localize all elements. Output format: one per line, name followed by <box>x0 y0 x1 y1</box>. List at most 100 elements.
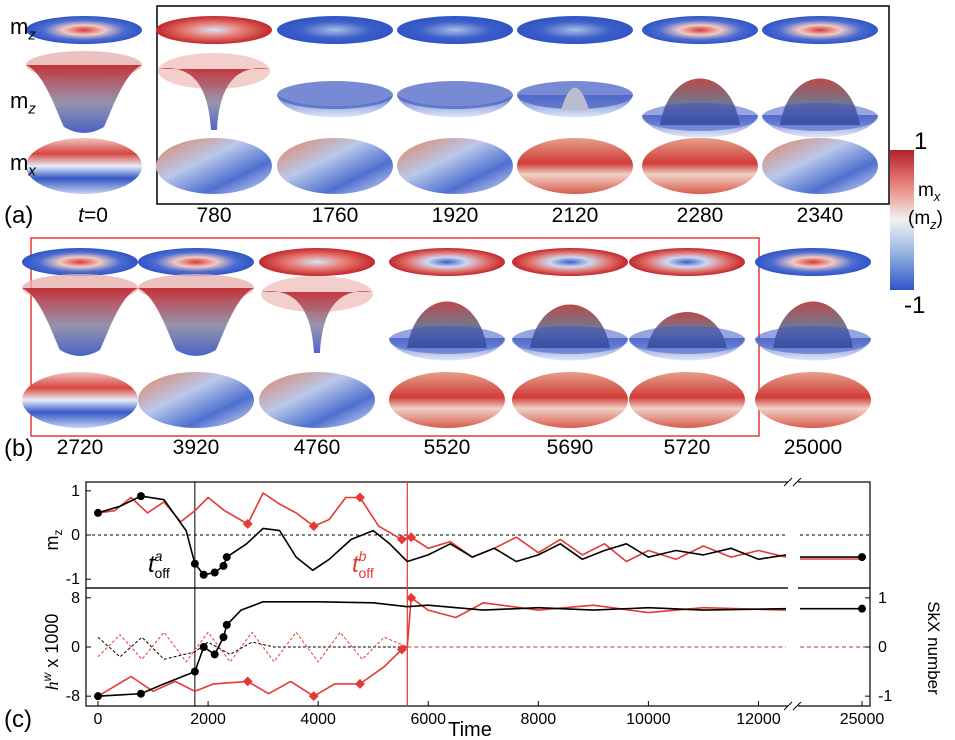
skx-red-marker <box>308 691 319 702</box>
skx-y-tick-label: 0 <box>878 639 887 656</box>
b-mz-disk-6 <box>755 248 871 276</box>
colorbar <box>890 150 914 290</box>
panel-a-label: (a) <box>4 202 34 229</box>
a-column-6 <box>762 16 878 194</box>
b-mz-disk-1 <box>138 248 254 276</box>
skx-black-series <box>97 601 787 697</box>
x-axis-label: Time <box>448 719 492 740</box>
b-mx-disk-2 <box>259 372 375 428</box>
a-column-1 <box>156 16 272 194</box>
b-time-label: 3920 <box>172 436 220 459</box>
a-time-label: 1760 <box>311 204 359 227</box>
a-column-5 <box>642 16 758 194</box>
a-mz-disk-4 <box>517 16 633 44</box>
a-mz-disk-6 <box>762 16 878 44</box>
skx-black-marker <box>858 604 866 613</box>
hw-y-tick-label: -8 <box>66 688 80 705</box>
panel-c-label: (c) <box>4 706 32 733</box>
mz-y-axis-label: mz <box>42 530 65 551</box>
b-surface-bowl-1 <box>138 288 254 356</box>
mz-black-marker <box>190 559 199 568</box>
a-column-2 <box>277 16 393 194</box>
x-tick-label: 25000 <box>840 711 885 728</box>
hw-black-dashed-series <box>97 636 408 660</box>
x-tick-label: 4000 <box>300 711 336 728</box>
mz-red-series <box>97 492 787 563</box>
a-surface-rim-6 <box>762 103 878 131</box>
skx-y-tick-label: -1 <box>878 688 892 705</box>
b-mz-disk-2 <box>259 248 375 276</box>
mz-black-marker <box>199 570 208 579</box>
a-time-label: 2280 <box>676 204 724 227</box>
a-mz-disk-3 <box>397 16 513 44</box>
colorbar-var1: mx <box>918 180 941 204</box>
x-tick-label: 2000 <box>190 711 226 728</box>
b-mx-disk-1 <box>138 372 254 428</box>
skx-black-marker <box>210 650 219 659</box>
b-mx-disk-0 <box>22 372 138 428</box>
b-mz-disk-4 <box>512 248 628 276</box>
mz-y-tick-label: 0 <box>71 527 80 544</box>
b-surface-bowl-0 <box>22 288 138 356</box>
mz-black-marker <box>858 553 866 562</box>
x-tick-label: 0 <box>94 711 103 728</box>
b-time-label: 25000 <box>783 436 843 459</box>
axis-break-mark <box>783 701 793 711</box>
a-time-label: 2120 <box>551 204 599 227</box>
skx-y-axis-label: SkX number <box>924 601 943 695</box>
row-label-top: mz <box>10 14 36 44</box>
b-surface-rim-6 <box>755 326 871 354</box>
row-label-mid: mz <box>10 88 36 118</box>
b-surface-rim-5 <box>629 326 745 354</box>
b-column-6 <box>755 248 871 428</box>
skx-red-marker <box>355 678 365 689</box>
b-surface-cone-2 <box>261 291 373 353</box>
panel-a-frame <box>156 5 890 205</box>
row-label-bot: mx <box>10 150 36 180</box>
x-tick-label: 6000 <box>410 711 446 728</box>
a-column-0 <box>26 16 142 194</box>
axis-break-gap <box>788 478 798 710</box>
b-mx-disk-6 <box>755 372 871 428</box>
mz-black-marker <box>94 508 102 517</box>
hw-y-axis-label: hw x 1000 <box>40 614 62 691</box>
axis-break-mark <box>792 701 802 711</box>
a-surface-cone-1 <box>158 68 270 130</box>
b-surface-rim-4 <box>512 326 628 354</box>
x-tick-label: 10000 <box>626 711 671 728</box>
b-time-label: 5690 <box>546 436 594 459</box>
hw-red-dashed-series <box>97 631 408 663</box>
a-mx-disk-2 <box>277 138 393 194</box>
a-time-label: 2340 <box>796 204 844 227</box>
skx-black-marker <box>190 667 199 676</box>
b-mx-disk-3 <box>389 372 505 428</box>
b-mx-disk-5 <box>629 372 745 428</box>
a-time-label: 780 <box>196 204 232 227</box>
mz-red-marker <box>242 519 253 529</box>
b-time-label: 5720 <box>663 436 711 459</box>
a-surface-rim-3 <box>397 81 513 109</box>
a-mx-disk-1 <box>156 138 272 194</box>
b-column-1 <box>138 248 254 428</box>
a-column-4 <box>517 16 633 194</box>
skx-black-marker <box>199 643 208 651</box>
skx-black-marker <box>136 689 145 698</box>
colorbar-min: -1 <box>904 292 926 319</box>
snapshot-figure <box>22 5 914 437</box>
t-off-a-annotation: ta off <box>148 548 170 581</box>
b-column-2 <box>259 248 375 428</box>
panel-b-label: (b) <box>4 435 34 462</box>
colorbar-max: 1 <box>914 128 928 155</box>
mz-black-marker <box>136 492 145 501</box>
mz-red-marker <box>355 492 365 503</box>
a-mz-disk-5 <box>642 16 758 44</box>
a-mx-disk-4 <box>517 138 633 194</box>
mz-y-tick-label: -1 <box>66 571 80 588</box>
x-tick-label: 8000 <box>521 711 557 728</box>
b-column-4 <box>512 248 628 428</box>
a-mz-disk-2 <box>277 16 393 44</box>
a-mz-disk-1 <box>156 16 272 44</box>
panel-b-snapshots <box>22 248 871 428</box>
b-mz-disk-0 <box>22 248 138 276</box>
a-mx-disk-3 <box>397 138 513 194</box>
